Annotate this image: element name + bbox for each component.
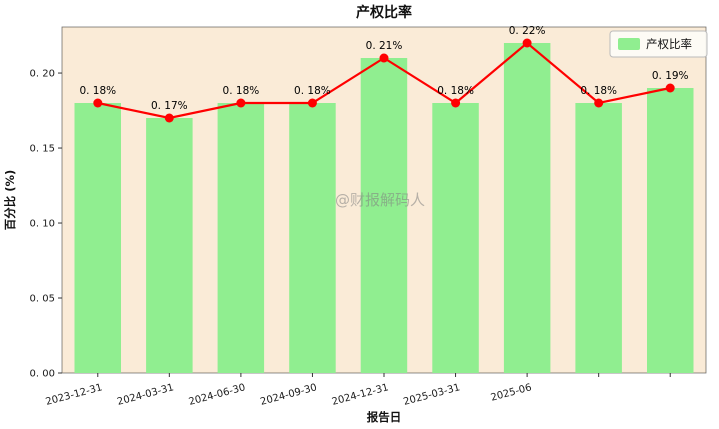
value-label: 0. 18% [294,85,331,97]
y-tick-label: 0. 05 [30,294,55,305]
value-label: 0. 18% [580,85,617,97]
chart-title: 产权比率 [356,4,412,21]
line-marker [307,98,317,108]
y-axis-label: 百分比 (%) [3,170,17,231]
line-marker [164,113,174,123]
value-label: 0. 18% [437,85,474,97]
line-marker [379,53,389,63]
bar [289,103,336,373]
value-label: 0. 18% [79,85,116,97]
line-marker [522,38,532,48]
marker-layer [93,38,675,123]
y-tick-label: 0. 15 [30,144,55,155]
bar [575,103,622,373]
y-tick-label: 0. 10 [30,219,55,230]
x-axis-label: 报告日 [367,410,402,424]
value-label: 0. 22% [509,25,546,37]
legend-frame [609,30,708,58]
value-label: 0. 17% [151,100,188,112]
value-labels-layer: 0. 18% 0. 17% 0. 18% 0. 18% 0. 21% 0. 18% 0. 2… [79,25,688,112]
line-marker [451,98,461,108]
value-label: 0. 18% [223,85,260,97]
y-tick-label: 0. 00 [30,369,55,380]
value-label: 0. 21% [366,40,403,52]
bar [647,88,694,373]
watermark-text: @财报解码人 [335,191,425,209]
bars-layer [74,43,694,373]
legend-label: 产权比率 [646,37,692,51]
y-tick-label: 0. 20 [30,69,55,80]
value-label: 0. 19% [652,70,689,82]
legend-swatch [618,38,640,50]
line-marker [93,98,103,108]
line-marker [665,83,675,93]
line-marker [236,98,246,108]
legend: 产权比率 [609,30,708,58]
bar [146,118,193,373]
line-marker [594,98,604,108]
bar [432,103,479,373]
bar [503,43,551,373]
bar [74,103,121,373]
bar [360,58,408,373]
bar [217,103,265,373]
